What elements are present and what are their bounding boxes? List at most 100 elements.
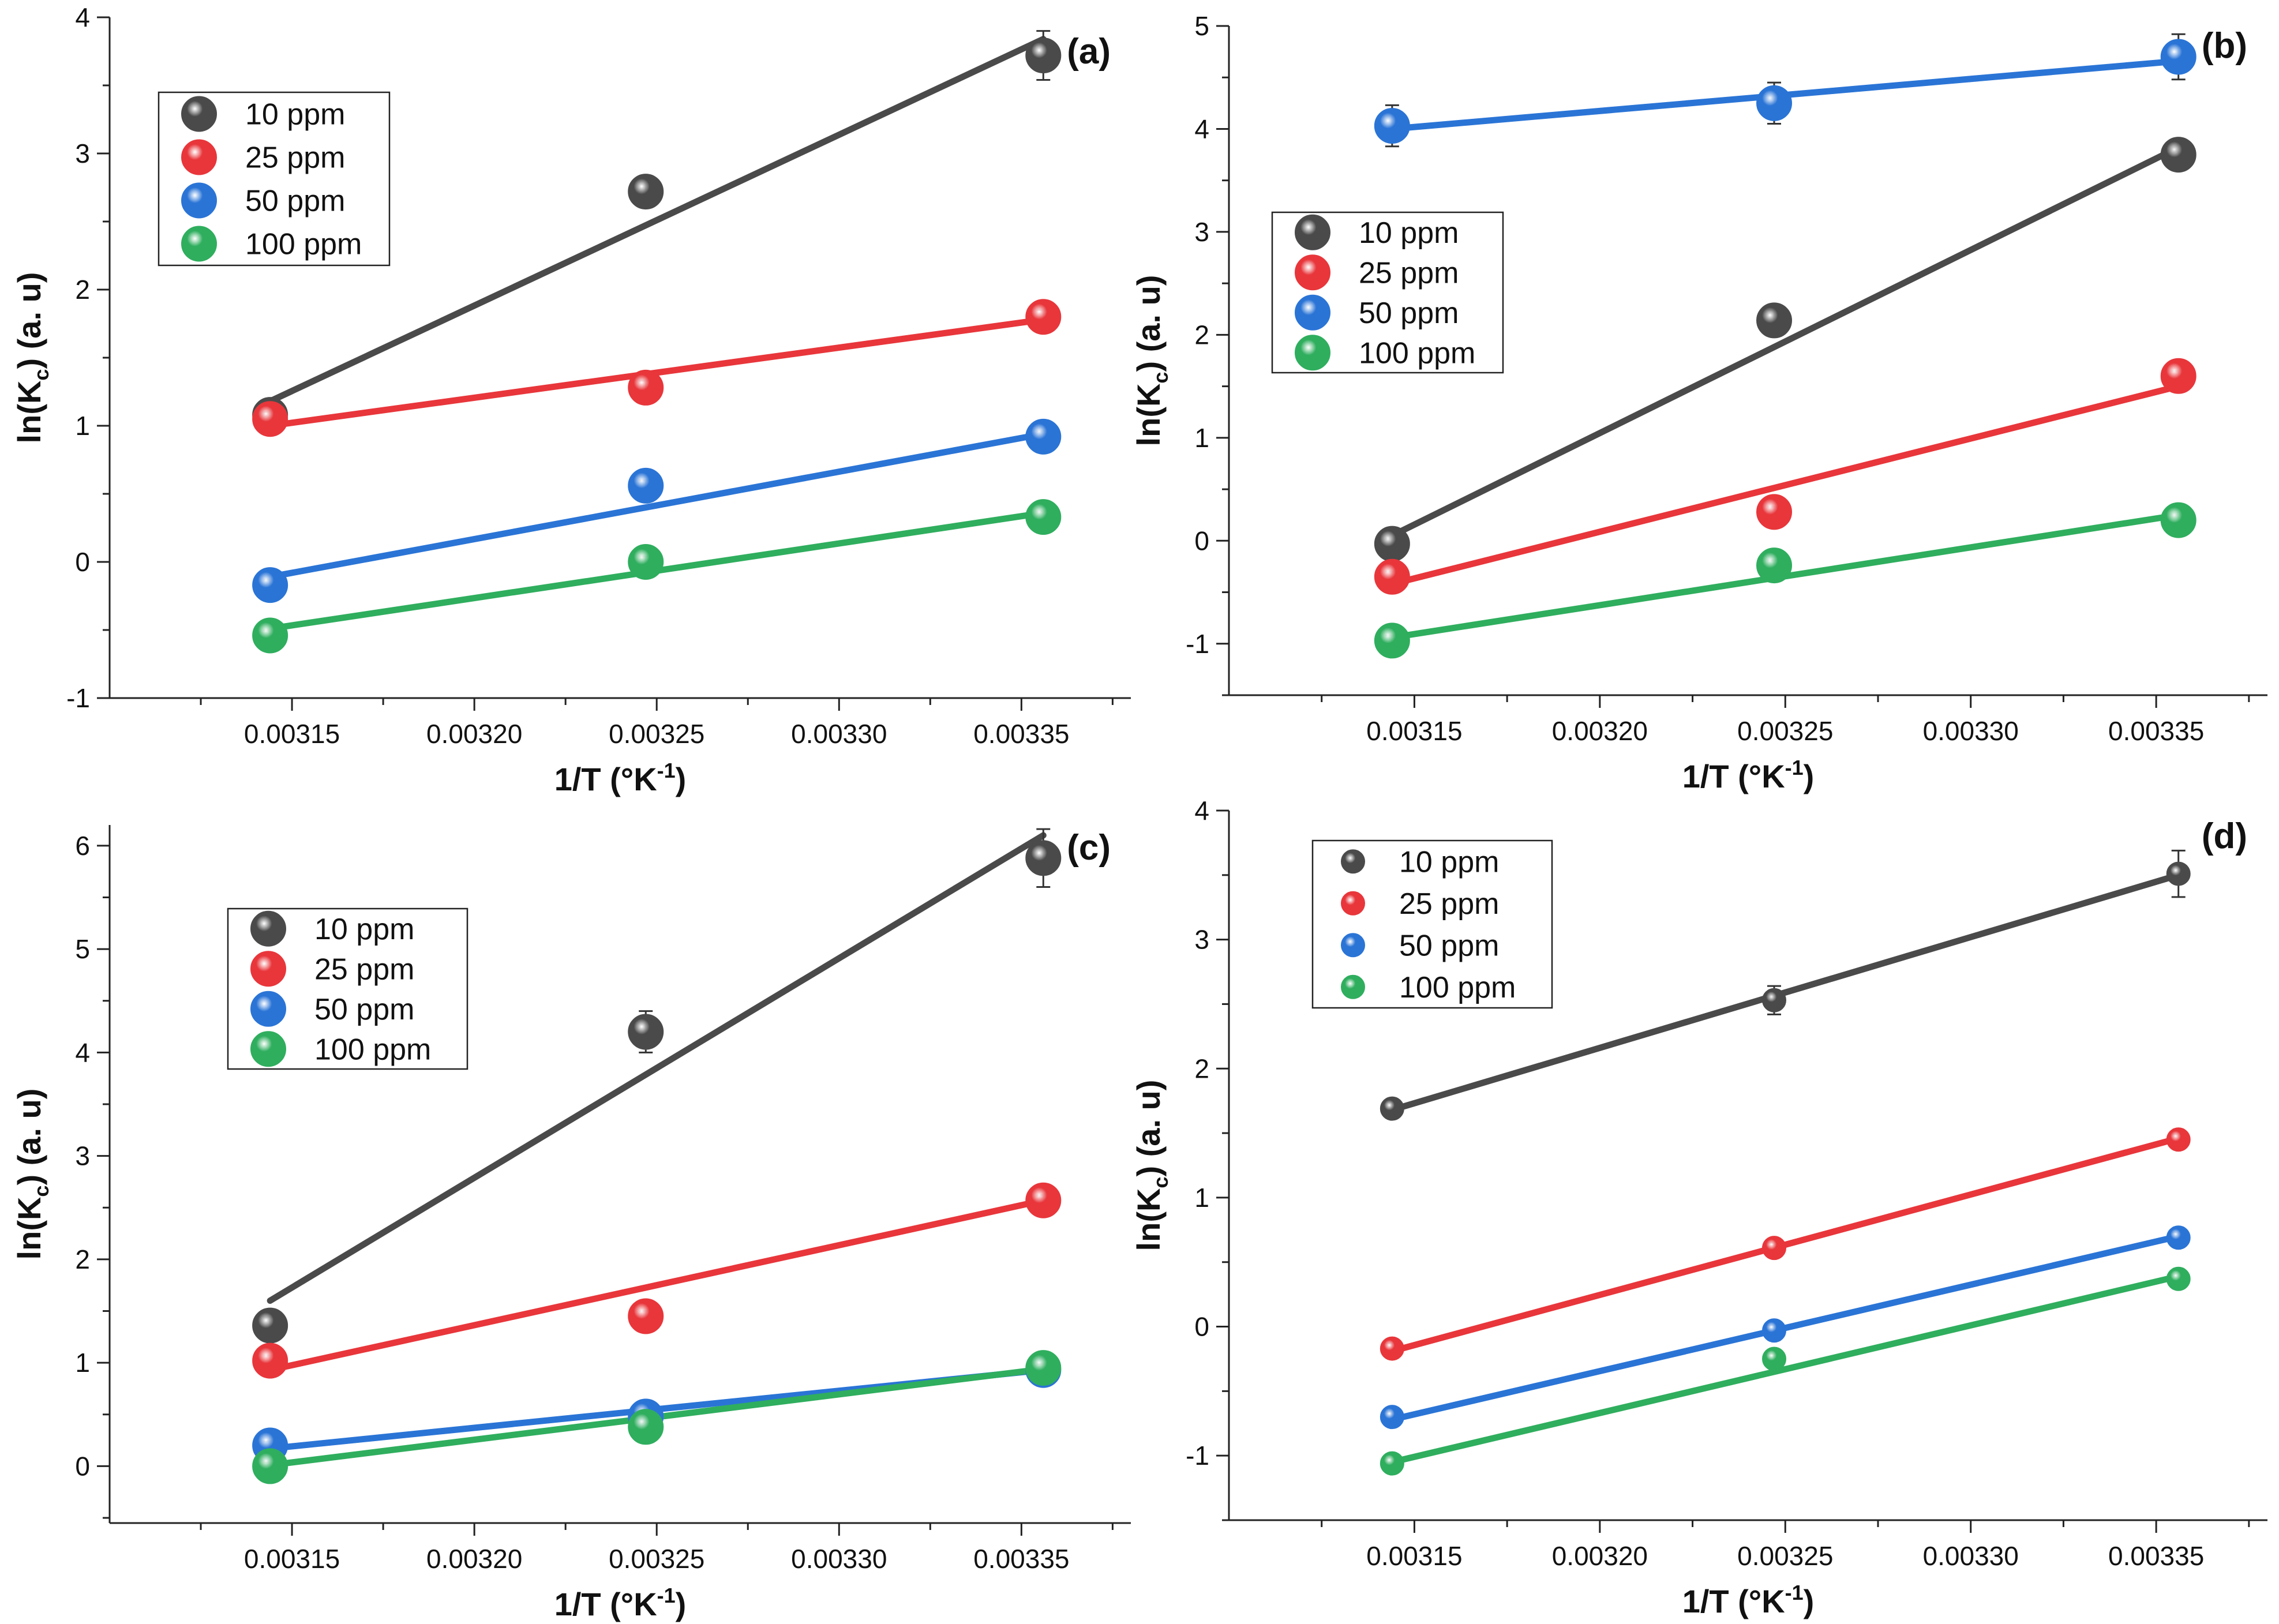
x-tick-label: 0.00330 — [791, 719, 887, 749]
fit-line-100-ppm — [1389, 1273, 2182, 1465]
legend-marker — [181, 226, 217, 262]
data-point-50-ppm — [252, 567, 288, 603]
data-point-25-ppm — [1374, 558, 1410, 595]
y-tick-label: -1 — [1186, 1441, 1209, 1471]
fit-line-10-ppm — [267, 832, 1047, 1304]
data-point-25-ppm — [1025, 299, 1062, 335]
legend-label: 25 ppm — [1399, 887, 1499, 921]
legend-marker — [1341, 933, 1365, 958]
x-tick-label: 0.00335 — [973, 719, 1069, 749]
x-axis-title: 1/T (°K-1) — [554, 759, 687, 797]
y-tick-label: 4 — [75, 1037, 90, 1067]
data-point-50-ppm — [1374, 108, 1410, 144]
x-tick-label: 0.00335 — [2108, 1541, 2204, 1571]
data-point-25-ppm — [1756, 494, 1792, 530]
legend-marker — [181, 182, 217, 219]
y-axis-title: ln(Kc) (a. u) — [11, 1089, 53, 1260]
data-point-100-ppm — [1380, 1451, 1404, 1476]
legend-label: 10 ppm — [1359, 216, 1459, 250]
x-tick-label: 0.00330 — [791, 1544, 887, 1574]
chart-panel-a: 0.00315 0.00320 0.00325 0.00330 0.00335 -1 0 1 2… — [11, 2, 1131, 797]
x-tick-label: 0.00315 — [244, 719, 340, 749]
fit-line-10-ppm — [1389, 144, 2182, 539]
x-tick-label: 0.00320 — [1552, 1541, 1648, 1571]
legend: 10 ppm 25 ppm 50 ppm 100 ppm — [1271, 211, 1504, 374]
y-tick-label: 4 — [75, 2, 90, 32]
fit-line-25-ppm — [267, 316, 1047, 429]
fit-line-10-ppm — [267, 36, 1047, 405]
data-point-25-ppm — [252, 401, 288, 437]
data-point-50-ppm — [1380, 1405, 1404, 1430]
data-point-100-ppm — [252, 617, 288, 654]
y-tick-label: 4 — [1194, 114, 1209, 144]
data-point-10-ppm — [2166, 861, 2191, 886]
legend-label: 50 ppm — [314, 993, 414, 1026]
legend-label: 50 ppm — [1359, 297, 1459, 330]
y-tick-label: 2 — [1194, 320, 1209, 350]
x-tick-label: 0.00315 — [1366, 1541, 1462, 1571]
y-tick-label: 1 — [1194, 1183, 1209, 1213]
y-axis-title: ln(Kc) (a. u) — [1130, 1080, 1172, 1251]
data-point-100-ppm — [252, 1448, 288, 1484]
legend-marker — [250, 1031, 286, 1067]
y-tick-label: 3 — [75, 138, 90, 168]
data-point-50-ppm — [1756, 85, 1792, 121]
panel-label: (a) — [1067, 32, 1111, 72]
data-point-50-ppm — [2160, 39, 2196, 75]
data-point-10-ppm — [1025, 37, 1062, 74]
y-tick-label: 6 — [75, 831, 90, 861]
fit-line-50-ppm — [267, 430, 1047, 580]
y-tick-label: 3 — [1194, 925, 1209, 955]
y-axis-title: ln(Kc) (a. u) — [1130, 275, 1172, 447]
y-tick-label: 0 — [75, 547, 90, 577]
legend-marker — [1341, 849, 1365, 874]
data-point-10-ppm — [2160, 137, 2196, 173]
legend-marker — [1295, 214, 1330, 250]
y-tick-label: 1 — [75, 1348, 90, 1378]
chart-panel-b: 0.00315 0.00320 0.00325 0.00330 0.00335 -1 0 1 2… — [1130, 11, 2267, 794]
data-point-10-ppm — [628, 174, 664, 210]
panel-label: (c) — [1067, 828, 1111, 868]
x-axis-title: 1/T (°K-1) — [1682, 1581, 1815, 1619]
data-point-25-ppm — [252, 1342, 288, 1379]
data-point-25-ppm — [1025, 1182, 1062, 1218]
data-point-10-ppm — [1762, 988, 1786, 1012]
data-point-25-ppm — [628, 369, 664, 406]
data-point-10-ppm — [628, 1014, 664, 1050]
chart-panel-c: 0.00315 0.00320 0.00325 0.00330 0.00335 0 1 2 3 4… — [11, 825, 1131, 1622]
x-axis-title: 1/T (°K-1) — [554, 1584, 687, 1622]
y-tick-label: 3 — [75, 1141, 90, 1171]
legend-label: 100 ppm — [245, 228, 362, 261]
fit-line-25-ppm — [267, 1197, 1047, 1374]
data-point-100-ppm — [628, 544, 664, 580]
y-tick-label: 2 — [1194, 1053, 1209, 1083]
y-tick-label: 0 — [1194, 1312, 1209, 1342]
x-tick-label: 0.00335 — [973, 1544, 1069, 1574]
x-tick-label: 0.00325 — [1737, 716, 1833, 746]
x-tick-label: 0.00325 — [1737, 1541, 1833, 1571]
legend-marker — [250, 910, 286, 947]
legend: 10 ppm 25 ppm 50 ppm 100 ppm — [227, 907, 468, 1070]
legend: 10 ppm 25 ppm 50 ppm 100 ppm — [158, 91, 391, 267]
y-tick-label: 2 — [75, 1244, 90, 1274]
fit-line-25-ppm — [1389, 383, 2182, 587]
legend-label: 100 ppm — [1399, 971, 1516, 1004]
x-tick-label: 0.00335 — [2108, 716, 2204, 746]
y-tick-label: -1 — [1186, 629, 1209, 659]
data-point-10-ppm — [1025, 840, 1062, 876]
x-tick-label: 0.00315 — [1366, 716, 1462, 746]
legend-marker — [250, 991, 286, 1027]
x-tick-label: 0.00325 — [609, 1544, 704, 1574]
y-tick-label: -1 — [66, 683, 90, 713]
y-tick-label: 4 — [1194, 796, 1209, 826]
panel-label: (d) — [2202, 816, 2247, 856]
data-point-100-ppm — [1374, 622, 1410, 659]
x-tick-label: 0.00325 — [609, 719, 704, 749]
data-point-50-ppm — [628, 467, 664, 504]
legend-label: 100 ppm — [314, 1033, 431, 1066]
x-tick-label: 0.00320 — [426, 719, 522, 749]
y-tick-label: 5 — [75, 934, 90, 964]
x-tick-label: 0.00330 — [1923, 716, 2019, 746]
panel-label: (b) — [2202, 26, 2247, 66]
